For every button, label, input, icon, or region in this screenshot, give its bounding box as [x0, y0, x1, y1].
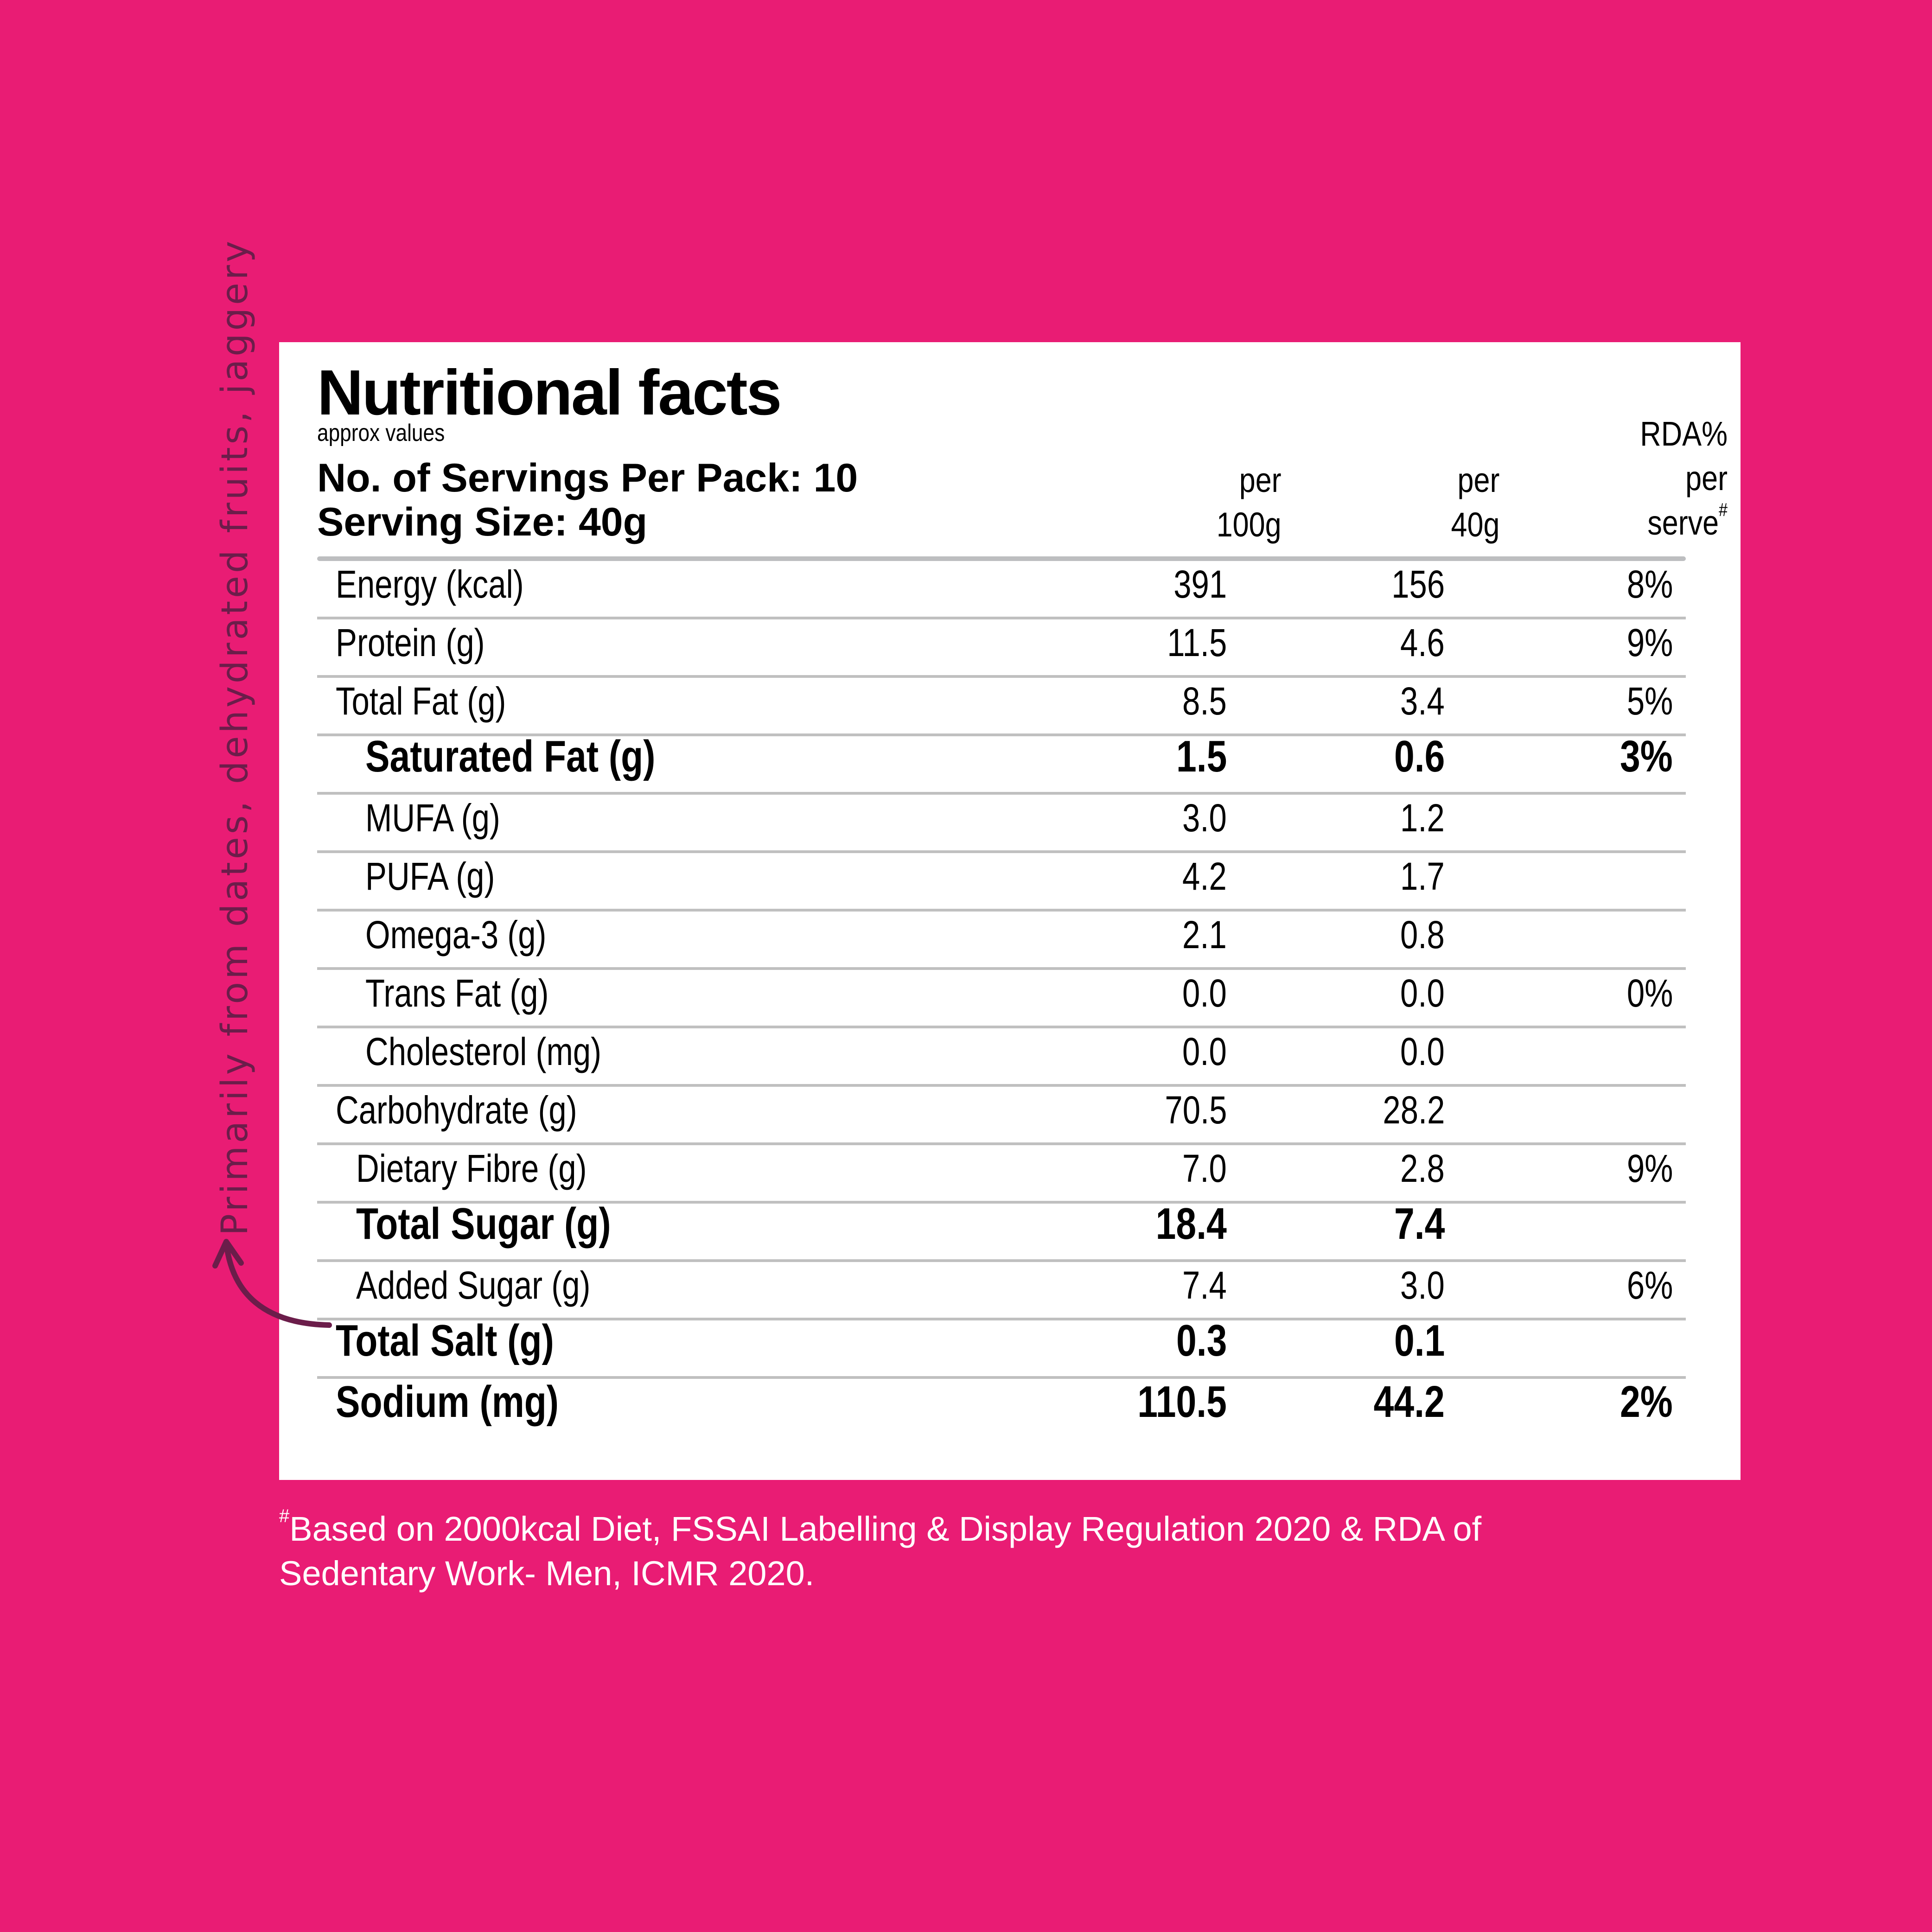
value-rda: 9% — [1626, 1147, 1673, 1190]
value-per-100g: 1.5 — [1176, 732, 1227, 781]
row-label: Protein (g) — [336, 621, 485, 664]
value-per-100g: 2.1 — [1182, 913, 1227, 956]
row-label: Added Sugar (g) — [356, 1263, 591, 1307]
column-header-line: RDA% — [1640, 414, 1728, 453]
value-per-40g: 0.8 — [1400, 913, 1445, 956]
value-per-100g: 7.4 — [1182, 1263, 1227, 1307]
serving-size: Serving Size: 40g — [317, 500, 648, 544]
value-per-40g: 0.0 — [1400, 971, 1445, 1015]
value-per-100g: 0.0 — [1182, 971, 1227, 1015]
row-label: Total Fat (g) — [336, 679, 506, 723]
table-row-total-salt: Total Salt (g) 0.3 0.1 — [317, 1316, 1686, 1379]
value-rda: 3% — [1620, 732, 1673, 781]
footnote-text: Based on 2000kcal Diet, FSSAI Labelling … — [289, 1510, 1482, 1548]
value-per-100g: 18.4 — [1155, 1199, 1227, 1249]
column-header-per-100g: per 100g — [1217, 458, 1282, 547]
footnote-line-2: Sedentary Work- Men, ICMR 2020. — [279, 1554, 815, 1593]
value-per-100g: 3.0 — [1182, 796, 1227, 840]
column-header-line: per — [1457, 461, 1499, 499]
nutrition-facts-panel: Nutritional facts approx values No. of S… — [279, 342, 1741, 1480]
value-per-40g: 0.6 — [1394, 732, 1445, 781]
column-header-rda: RDA% per serve# — [1640, 412, 1728, 545]
value-rda: 2% — [1620, 1377, 1673, 1427]
value-per-100g: 70.5 — [1164, 1088, 1227, 1132]
value-rda: 9% — [1626, 621, 1673, 664]
row-label: Dietary Fibre (g) — [356, 1147, 587, 1190]
row-label: Energy (kcal) — [336, 562, 524, 606]
nutrition-table: Energy (kcal) 391 156 8% Protein (g) 11.… — [317, 561, 1686, 1437]
panel-title: Nutritional facts — [317, 357, 782, 428]
table-row-saturated-fat: Saturated Fat (g) 1.5 0.6 3% — [317, 732, 1686, 795]
row-label: Cholesterol (mg) — [365, 1030, 602, 1073]
value-per-40g: 7.4 — [1394, 1199, 1445, 1249]
table-row-mufa: MUFA (g) 3.0 1.2 — [317, 795, 1686, 853]
footnote-line-1: #Based on 2000kcal Diet, FSSAI Labelling… — [279, 1507, 1763, 1551]
table-row-sodium: Sodium (mg) 110.5 44.2 2% — [317, 1379, 1686, 1437]
value-per-40g: 0.1 — [1394, 1316, 1445, 1365]
footnote: #Based on 2000kcal Diet, FSSAI Labelling… — [279, 1507, 1763, 1596]
value-per-40g: 1.7 — [1400, 854, 1445, 898]
value-per-100g: 8.5 — [1182, 679, 1227, 723]
table-row-pufa: PUFA (g) 4.2 1.7 — [317, 853, 1686, 912]
panel-subtitle: approx values — [317, 420, 445, 446]
rda-serve-text: serve — [1647, 504, 1719, 542]
table-row-dietary-fibre: Dietary Fibre (g) 7.0 2.8 9% — [317, 1145, 1686, 1204]
value-per-100g: 7.0 — [1182, 1147, 1227, 1190]
column-header-line: 100g — [1217, 505, 1282, 544]
value-per-40g: 44.2 — [1373, 1377, 1445, 1427]
value-per-40g: 1.2 — [1400, 796, 1445, 840]
row-label: Total Sugar (g) — [356, 1199, 611, 1249]
value-per-40g: 28.2 — [1382, 1088, 1445, 1132]
value-per-40g: 2.8 — [1400, 1147, 1445, 1190]
table-row-total-fat: Total Fat (g) 8.5 3.4 5% — [317, 678, 1686, 736]
footnote-mark: # — [279, 1506, 290, 1526]
column-header-line: per — [1685, 459, 1728, 497]
row-label: Omega-3 (g) — [365, 913, 547, 956]
value-per-100g: 0.0 — [1182, 1030, 1227, 1073]
footnote-mark: # — [1719, 500, 1728, 520]
row-label: Carbohydrate (g) — [336, 1088, 577, 1132]
column-header-line: 40g — [1451, 505, 1499, 544]
table-row-cholesterol: Cholesterol (mg) 0.0 0.0 — [317, 1028, 1686, 1087]
value-per-100g: 110.5 — [1137, 1377, 1227, 1427]
value-per-40g: 0.0 — [1400, 1030, 1445, 1073]
value-rda: 6% — [1626, 1263, 1673, 1307]
column-header-per-40g: per 40g — [1451, 458, 1499, 547]
column-header-line: serve# — [1640, 501, 1728, 545]
curved-arrow-icon — [212, 1239, 332, 1328]
value-per-40g: 3.0 — [1400, 1263, 1445, 1307]
value-per-100g: 391 — [1173, 562, 1227, 606]
value-per-40g: 156 — [1391, 562, 1445, 606]
sugar-source-annotation: Primarily from dates, dehydrated fruits,… — [214, 238, 256, 1236]
value-per-100g: 11.5 — [1167, 621, 1227, 664]
row-label: Saturated Fat (g) — [365, 732, 656, 781]
table-row-added-sugar: Added Sugar (g) 7.4 3.0 6% — [317, 1262, 1686, 1320]
row-label: Sodium (mg) — [336, 1377, 559, 1427]
value-rda: 8% — [1626, 562, 1673, 606]
table-row-protein: Protein (g) 11.5 4.6 9% — [317, 619, 1686, 678]
table-row-omega-3: Omega-3 (g) 2.1 0.8 — [317, 912, 1686, 970]
value-per-40g: 4.6 — [1400, 621, 1445, 664]
row-label: PUFA (g) — [365, 854, 495, 898]
value-per-100g: 0.3 — [1176, 1316, 1227, 1365]
row-label: Trans Fat (g) — [365, 971, 549, 1015]
column-header-line: per — [1239, 461, 1282, 499]
table-row-carbohydrate: Carbohydrate (g) 70.5 28.2 — [317, 1087, 1686, 1145]
value-rda: 5% — [1626, 679, 1673, 723]
value-per-100g: 4.2 — [1182, 854, 1227, 898]
header-divider — [317, 556, 1686, 561]
value-rda: 0% — [1626, 971, 1673, 1015]
table-row-trans-fat: Trans Fat (g) 0.0 0.0 0% — [317, 970, 1686, 1028]
value-per-40g: 3.4 — [1400, 679, 1445, 723]
table-row-total-sugar: Total Sugar (g) 18.4 7.4 — [317, 1199, 1686, 1262]
servings-per-pack: No. of Servings Per Pack: 10 — [317, 456, 858, 500]
table-row-energy: Energy (kcal) 391 156 8% — [317, 561, 1686, 619]
row-label: MUFA (g) — [365, 796, 500, 840]
row-label: Total Salt (g) — [336, 1316, 554, 1365]
